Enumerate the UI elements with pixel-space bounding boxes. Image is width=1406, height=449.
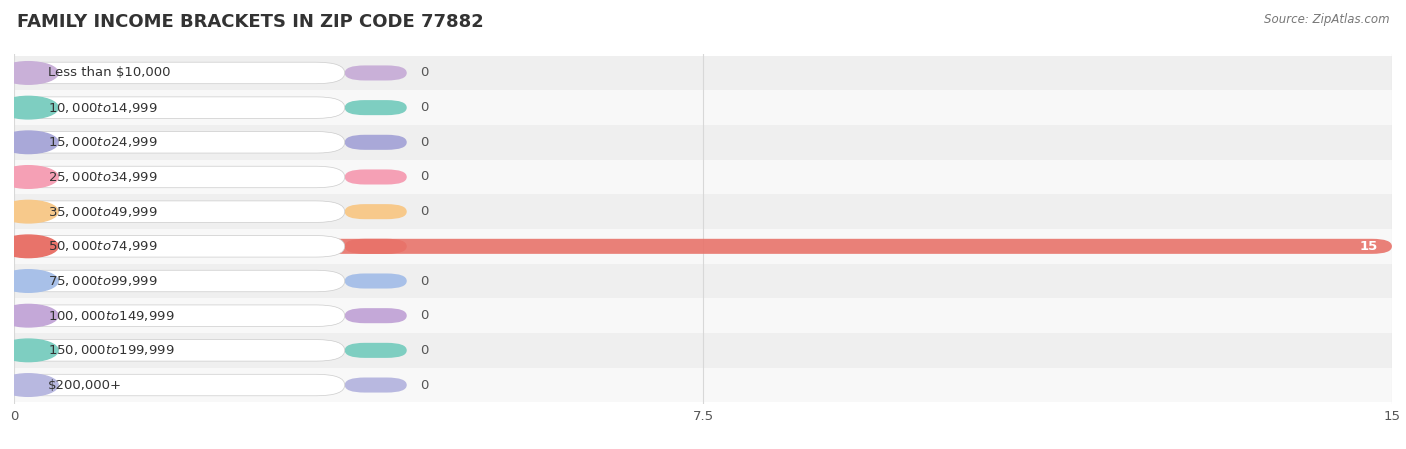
Circle shape (0, 166, 58, 188)
FancyBboxPatch shape (14, 239, 1392, 254)
Bar (14, 90, 1392, 125)
Bar (14, 298, 1392, 333)
Text: $150,000 to $199,999: $150,000 to $199,999 (48, 343, 174, 357)
Text: 0: 0 (420, 171, 429, 184)
Circle shape (0, 304, 58, 327)
Circle shape (0, 374, 58, 396)
Text: Source: ZipAtlas.com: Source: ZipAtlas.com (1264, 13, 1389, 26)
Bar (14, 125, 1392, 160)
Bar (14, 368, 1392, 402)
Text: $200,000+: $200,000+ (48, 379, 122, 392)
FancyBboxPatch shape (14, 132, 344, 153)
Text: 0: 0 (420, 309, 429, 322)
Text: $25,000 to $34,999: $25,000 to $34,999 (48, 170, 157, 184)
Bar (14, 160, 1392, 194)
Text: FAMILY INCOME BRACKETS IN ZIP CODE 77882: FAMILY INCOME BRACKETS IN ZIP CODE 77882 (17, 13, 484, 31)
Text: 0: 0 (420, 379, 429, 392)
FancyBboxPatch shape (14, 305, 344, 326)
FancyBboxPatch shape (14, 236, 344, 257)
FancyBboxPatch shape (344, 66, 406, 80)
FancyBboxPatch shape (344, 378, 406, 392)
Circle shape (0, 62, 58, 84)
FancyBboxPatch shape (344, 135, 406, 150)
Text: $10,000 to $14,999: $10,000 to $14,999 (48, 101, 157, 114)
Text: $15,000 to $24,999: $15,000 to $24,999 (48, 135, 157, 150)
Bar (14, 264, 1392, 298)
Circle shape (0, 235, 58, 258)
Text: $100,000 to $149,999: $100,000 to $149,999 (48, 308, 174, 323)
Bar (14, 229, 1392, 264)
Circle shape (0, 270, 58, 292)
Text: $50,000 to $74,999: $50,000 to $74,999 (48, 239, 157, 253)
Text: 0: 0 (420, 66, 429, 79)
Text: $75,000 to $99,999: $75,000 to $99,999 (48, 274, 157, 288)
Bar (14, 333, 1392, 368)
FancyBboxPatch shape (14, 97, 344, 119)
Bar (14, 56, 1392, 90)
Text: 0: 0 (420, 344, 429, 357)
Text: Less than $10,000: Less than $10,000 (48, 66, 170, 79)
Circle shape (0, 131, 58, 154)
FancyBboxPatch shape (14, 270, 344, 292)
FancyBboxPatch shape (14, 62, 344, 84)
FancyBboxPatch shape (14, 374, 344, 396)
Bar (14, 194, 1392, 229)
FancyBboxPatch shape (14, 166, 344, 188)
FancyBboxPatch shape (344, 343, 406, 358)
FancyBboxPatch shape (344, 100, 406, 115)
Circle shape (0, 97, 58, 119)
FancyBboxPatch shape (14, 339, 344, 361)
FancyBboxPatch shape (344, 169, 406, 185)
FancyBboxPatch shape (344, 273, 406, 289)
Text: 15: 15 (1360, 240, 1378, 253)
Circle shape (0, 200, 58, 223)
Circle shape (0, 339, 58, 361)
Text: 0: 0 (420, 136, 429, 149)
Text: 0: 0 (420, 101, 429, 114)
Text: 0: 0 (420, 274, 429, 287)
Text: 0: 0 (420, 205, 429, 218)
FancyBboxPatch shape (344, 204, 406, 219)
Text: $35,000 to $49,999: $35,000 to $49,999 (48, 205, 157, 219)
FancyBboxPatch shape (344, 308, 406, 323)
FancyBboxPatch shape (344, 239, 406, 254)
FancyBboxPatch shape (14, 201, 344, 222)
